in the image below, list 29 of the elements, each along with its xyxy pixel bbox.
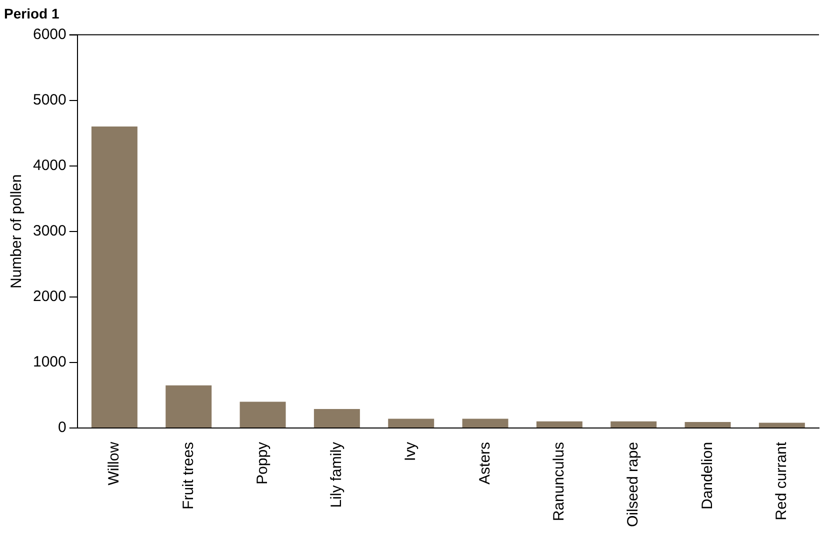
bar xyxy=(240,402,286,428)
y-tick-label: 3000 xyxy=(32,222,66,240)
bar xyxy=(684,422,731,428)
x-tick-label: Oilseed rape xyxy=(624,442,642,528)
y-tick-label: 1000 xyxy=(32,354,66,371)
y-axis-title: Number of pollen xyxy=(8,174,26,288)
y-tick-label: 2000 xyxy=(32,288,66,306)
bar xyxy=(536,421,582,428)
x-tick-label: Fruit trees xyxy=(180,442,197,510)
bar xyxy=(166,385,212,428)
x-tick-label: Poppy xyxy=(254,441,271,484)
bar xyxy=(388,418,434,428)
x-tick-label: Ivy xyxy=(402,441,420,462)
x-tick-label: Ranunculus xyxy=(550,442,568,522)
x-tick-label: Lily family xyxy=(328,441,346,508)
y-tick-label: 6000 xyxy=(32,26,66,43)
chart-title: Period 1 xyxy=(4,5,60,22)
x-tick-label: Willow xyxy=(106,442,123,486)
y-tick-label: 5000 xyxy=(32,91,66,108)
x-tick-label: Asters xyxy=(476,442,494,484)
bar xyxy=(314,408,360,428)
y-tick-label: 0 xyxy=(58,419,66,436)
bar xyxy=(610,421,657,428)
x-tick-label: Red currant xyxy=(773,441,790,520)
x-tick-label: Dandelion xyxy=(698,442,716,510)
bar xyxy=(462,418,508,428)
bar xyxy=(758,422,805,428)
y-tick-label: 4000 xyxy=(32,156,66,174)
bar xyxy=(91,126,138,428)
